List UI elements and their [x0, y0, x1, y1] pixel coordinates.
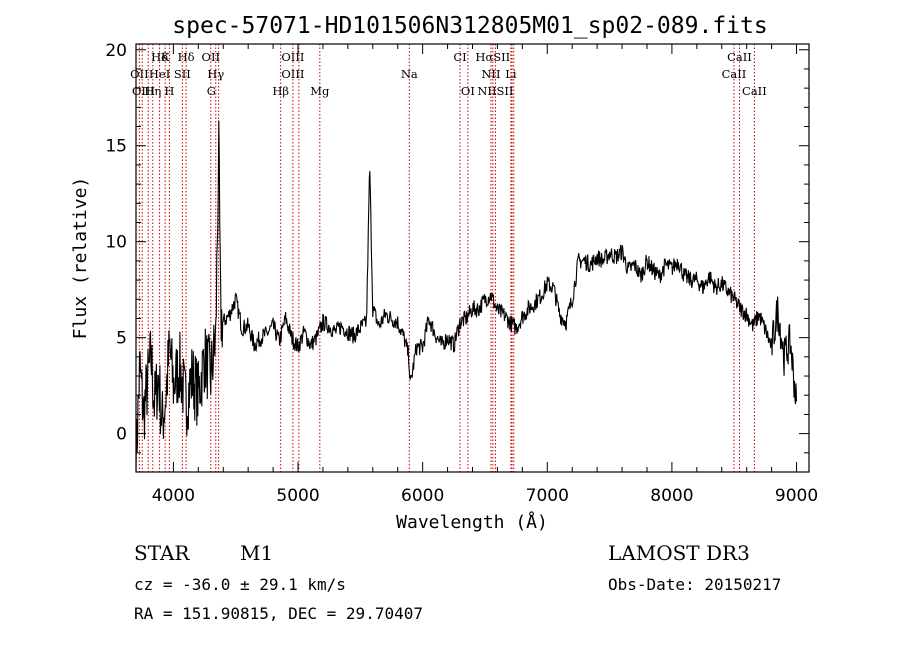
spectral-line-label: OIII	[132, 84, 155, 98]
y-tick-label: 20	[105, 41, 127, 61]
obs-date: Obs-Date: 20150217	[608, 575, 781, 594]
spectral-line-label: Hδ	[151, 50, 168, 64]
spectral-line-label: CI	[453, 50, 466, 64]
spectral-line-label: CaII	[727, 50, 752, 64]
spectral-line-label: OII	[130, 67, 149, 81]
y-axis-label: Flux (relative)	[70, 177, 91, 340]
spectral-line-label: HαSII	[475, 50, 510, 64]
spectral-line-label: CaII	[722, 67, 747, 81]
spectral-line-label: Hγ	[207, 67, 224, 81]
spectral-line-label: HeI	[149, 67, 170, 81]
y-tick-label: 0	[116, 425, 127, 445]
spectral-line-label: K	[161, 50, 170, 64]
x-tick-label: 5000	[276, 486, 319, 506]
spectral-line-label: CaII	[742, 84, 767, 98]
axis-ticks	[136, 44, 809, 472]
y-tick-label: 15	[105, 137, 127, 157]
axis-tick-labels: 4000 5000 6000 7000 8000 9000 0 5 10 15 20	[105, 41, 818, 506]
object-subclass: M1	[240, 541, 273, 565]
y-tick-label: 5	[116, 329, 127, 349]
chart-title: spec-57071-HD101506N312805M01_sp02-089.f…	[172, 13, 767, 39]
spectrum-line	[135, 120, 798, 473]
plot-frame	[135, 43, 810, 473]
x-tick-label: 9000	[775, 486, 818, 506]
spectral-line-label: Mg	[310, 84, 330, 98]
coordinates: RA = 151.90815, DEC = 29.70407	[134, 604, 423, 623]
redshift-info: cz = -36.0 ± 29.1 km/s	[134, 575, 346, 594]
spectral-line-label: NII	[481, 67, 500, 81]
spectral-line-label: OII	[202, 50, 221, 64]
spectral-line-label: Hβ	[272, 84, 289, 98]
spectral-line-label: Hη	[144, 84, 161, 98]
survey-name: LAMOST DR3	[608, 541, 750, 565]
spectral-line-markers	[138, 44, 755, 472]
spectral-line-label: H	[164, 84, 174, 98]
spectral-line-label: Na	[401, 67, 418, 81]
spectral-line-label: OI	[461, 84, 475, 98]
spectral-line-label: Li	[505, 67, 517, 81]
spectral-line-label: OIII	[281, 50, 304, 64]
x-axis-label: Wavelength (Å)	[396, 511, 548, 533]
spectral-line-label: SII	[174, 67, 191, 81]
spectral-line-label: Hδ	[178, 50, 195, 64]
spectral-line-label: OIII	[281, 67, 304, 81]
object-class: STAR	[134, 541, 190, 565]
x-tick-label: 4000	[152, 486, 195, 506]
y-tick-label: 10	[105, 233, 127, 253]
spectral-line-label: NIISII	[477, 84, 513, 98]
x-tick-label: 6000	[401, 486, 444, 506]
spectral-line-label: G	[207, 84, 216, 98]
x-tick-label: 8000	[650, 486, 693, 506]
x-tick-label: 7000	[526, 486, 569, 506]
